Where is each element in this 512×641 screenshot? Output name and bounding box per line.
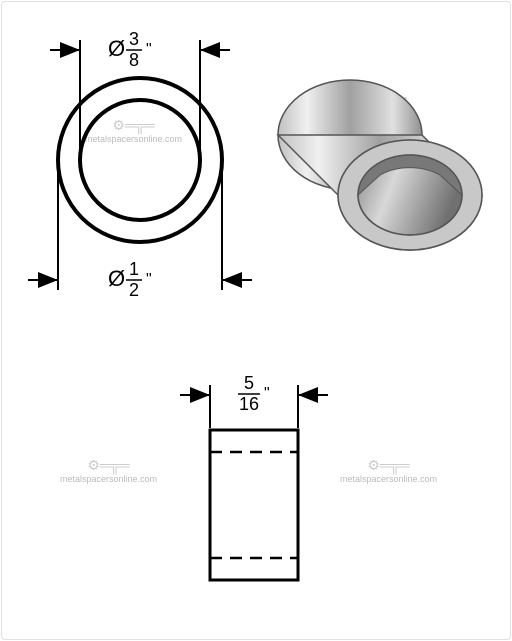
technical-drawing-svg: Ø 3 8 " Ø 1 2 " [0,0,512,641]
outer-dia-num: 1 [129,259,139,279]
side-view: 5 16 " [180,373,328,580]
length-num: 5 [244,373,254,393]
svg-text:": " [146,41,152,58]
inner-dia-den: 8 [129,50,139,70]
outer-dia-den: 2 [129,280,139,300]
top-view: Ø 3 8 " Ø 1 2 " [28,29,252,300]
svg-text:": " [264,385,270,402]
iso-view [278,80,482,250]
svg-text:Ø: Ø [108,266,125,291]
svg-text:": " [146,271,152,288]
drawing-canvas: ⚙═╦═ metalspacersonline.com ⚙═╦═ metalsp… [0,0,512,641]
length-den: 16 [239,394,259,414]
svg-text:Ø: Ø [108,36,125,61]
inner-dia-num: 3 [129,29,139,49]
